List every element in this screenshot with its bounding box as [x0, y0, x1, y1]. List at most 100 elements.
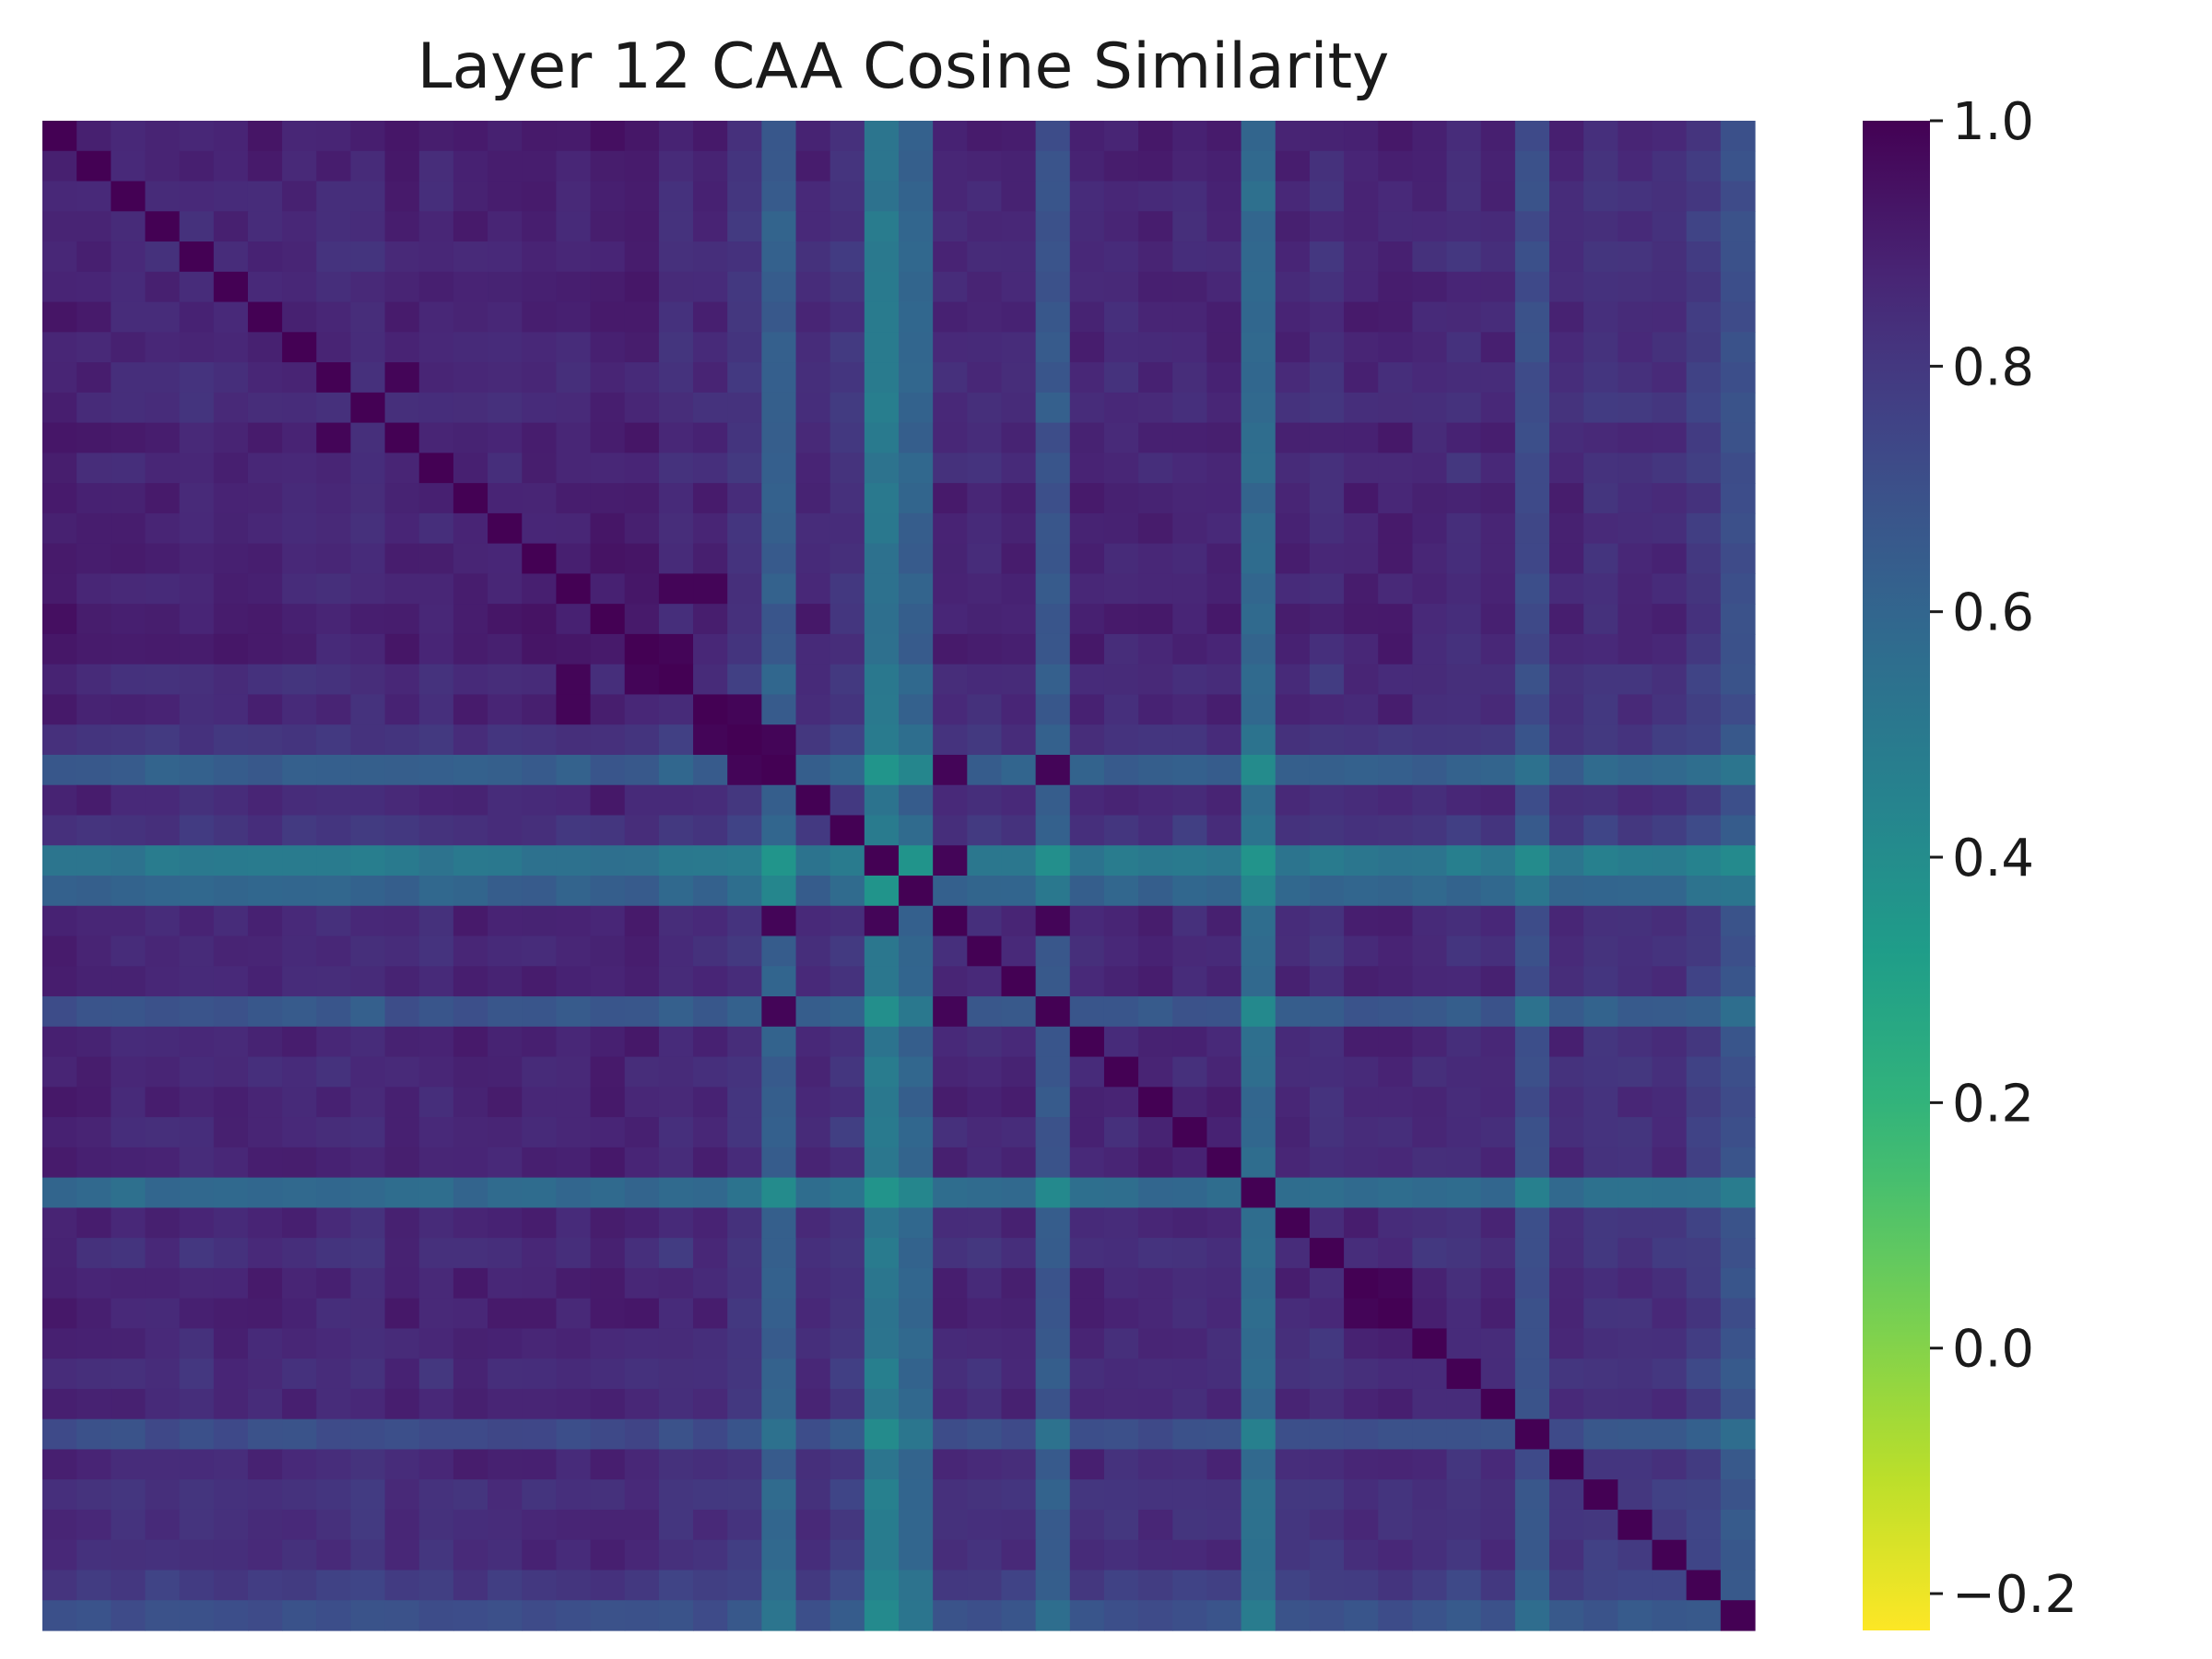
heatmap-cell: [1001, 483, 1037, 514]
heatmap-cell: [830, 181, 865, 212]
heatmap-cell: [1412, 935, 1448, 967]
heatmap-cell: [1172, 211, 1208, 242]
heatmap-cell: [1583, 1267, 1618, 1300]
heatmap-cell: [1069, 1328, 1105, 1359]
heatmap-cell: [42, 392, 77, 424]
heatmap-cell: [556, 422, 592, 453]
heatmap-cell: [590, 1418, 626, 1451]
heatmap-cell: [418, 422, 454, 453]
heatmap-cell: [111, 1449, 147, 1480]
heatmap-cell: [1309, 1570, 1345, 1601]
heatmap-cell: [830, 1207, 865, 1239]
heatmap-cell: [967, 815, 1003, 846]
heatmap-cell: [453, 815, 488, 846]
heatmap-cell: [1206, 905, 1242, 937]
heatmap-cell: [1446, 664, 1482, 696]
heatmap-cell: [1514, 1238, 1550, 1269]
heatmap-cell: [1378, 150, 1413, 182]
heatmap-cell: [693, 1449, 728, 1480]
heatmap-cell: [590, 392, 626, 424]
heatmap-cell: [830, 392, 865, 424]
heatmap-cell: [1035, 664, 1071, 696]
heatmap-cell: [384, 876, 420, 907]
heatmap-cell: [282, 784, 317, 817]
heatmap-cell: [1035, 1056, 1071, 1088]
heatmap-cell: [1001, 271, 1037, 303]
heatmap-cell: [1618, 1328, 1653, 1359]
heatmap-cell: [1446, 784, 1482, 817]
heatmap-cell: [247, 1207, 283, 1239]
heatmap-cell: [1378, 362, 1413, 394]
heatmap-cell: [1344, 211, 1379, 242]
heatmap-cell: [899, 1087, 934, 1118]
heatmap-cell: [795, 1207, 831, 1239]
heatmap-cell: [384, 121, 420, 152]
heatmap-cell: [1720, 1087, 1756, 1118]
heatmap-cell: [1480, 543, 1516, 574]
heatmap-cell: [1514, 664, 1550, 696]
heatmap-cell: [1480, 784, 1516, 817]
heatmap-cell: [1480, 1570, 1516, 1601]
heatmap-cell: [1103, 1117, 1139, 1148]
heatmap-cell: [1480, 1207, 1516, 1239]
heatmap-cell: [1138, 301, 1173, 333]
heatmap-cell: [1206, 332, 1242, 363]
heatmap-cell: [1069, 966, 1105, 997]
heatmap-cell: [1412, 271, 1448, 303]
heatmap-cell: [418, 362, 454, 394]
heatmap-cell: [247, 1359, 283, 1390]
heatmap-cell: [145, 1177, 181, 1208]
heatmap-cell: [658, 1418, 694, 1451]
heatmap-cell: [488, 664, 523, 696]
heatmap-cell: [795, 453, 831, 484]
heatmap-cell: [1583, 1539, 1618, 1571]
heatmap-cell: [179, 573, 215, 605]
heatmap-cell: [1446, 1207, 1482, 1239]
heatmap-cell: [179, 1267, 215, 1300]
heatmap-cell: [590, 724, 626, 756]
heatmap-cell: [316, 1359, 352, 1390]
heatmap-cell: [1069, 1600, 1105, 1631]
heatmap-cell: [247, 724, 283, 756]
heatmap-cell: [488, 694, 523, 725]
heatmap-cell: [1275, 573, 1311, 605]
heatmap-cell: [1549, 1117, 1584, 1148]
heatmap-cell: [1069, 543, 1105, 574]
heatmap-cell: [1618, 996, 1653, 1028]
heatmap-cell: [1412, 543, 1448, 574]
heatmap-cell: [727, 1177, 762, 1208]
heatmap-cell: [1514, 1177, 1550, 1208]
heatmap-cell: [522, 815, 557, 846]
heatmap-cell: [282, 181, 317, 212]
heatmap-cell: [1275, 332, 1311, 363]
heatmap-cell: [76, 1087, 112, 1118]
heatmap-cell: [1035, 512, 1071, 545]
heatmap-cell: [1583, 724, 1618, 756]
heatmap-cell: [830, 1267, 865, 1300]
heatmap-cell: [1686, 483, 1722, 514]
heatmap-cell: [247, 1418, 283, 1451]
heatmap-cell: [1412, 1418, 1448, 1451]
heatmap-cell: [1618, 664, 1653, 696]
heatmap-cell: [1720, 543, 1756, 574]
heatmap-cell: [1241, 512, 1277, 545]
heatmap-cell: [1138, 512, 1173, 545]
heatmap-cell: [76, 422, 112, 453]
heatmap-cell: [213, 905, 249, 937]
heatmap-cell: [1412, 1509, 1448, 1541]
heatmap-cell: [556, 573, 592, 605]
heatmap-cell: [316, 1056, 352, 1088]
heatmap-cell: [488, 1056, 523, 1088]
heatmap-cell: [453, 664, 488, 696]
heatmap-cell: [247, 1147, 283, 1179]
heatmap-cell: [1549, 1388, 1584, 1420]
heatmap-cell: [864, 1207, 900, 1239]
heatmap-cell: [658, 1539, 694, 1571]
heatmap-cell: [795, 724, 831, 756]
heatmap-cell: [213, 211, 249, 242]
heatmap-cell: [316, 694, 352, 725]
heatmap-cell: [864, 1238, 900, 1269]
heatmap-cell: [213, 362, 249, 394]
heatmap-cell: [693, 633, 728, 665]
heatmap-cell: [522, 121, 557, 152]
